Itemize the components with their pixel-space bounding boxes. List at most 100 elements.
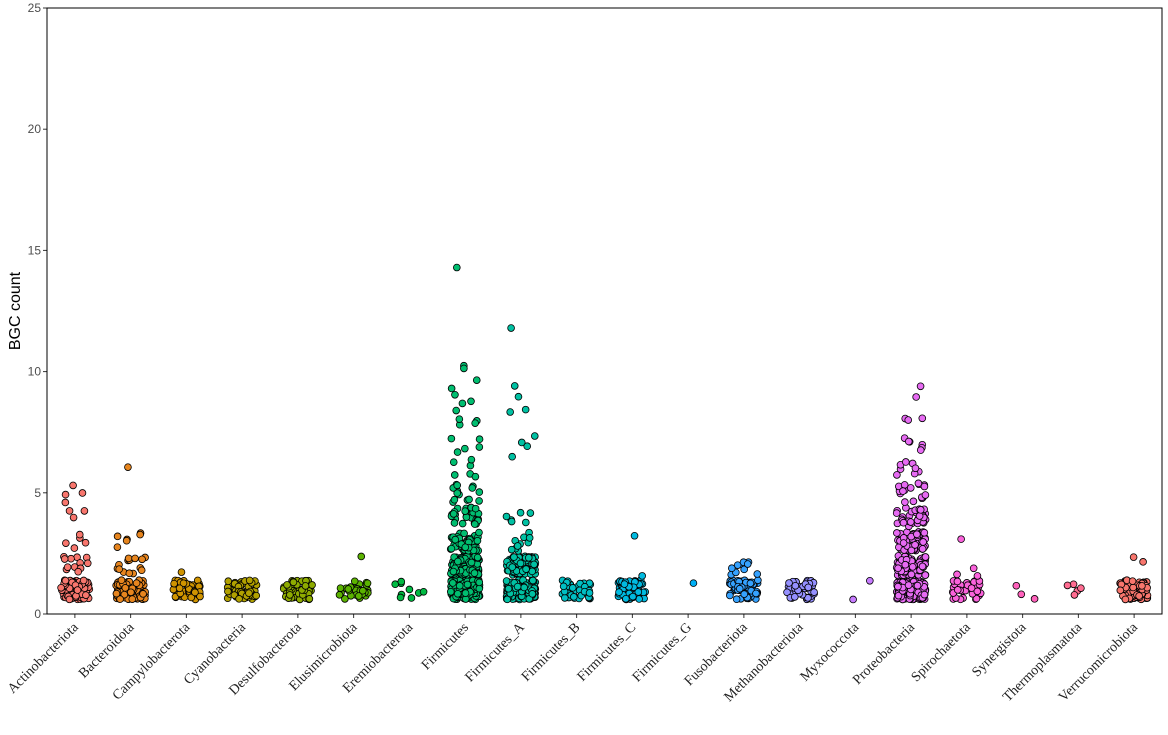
y-tick-label: 15 bbox=[28, 243, 42, 257]
x-tick-label: Actinobacteriota bbox=[5, 620, 82, 697]
data-point bbox=[1070, 591, 1079, 599]
data-point bbox=[467, 558, 476, 567]
data-point bbox=[419, 588, 428, 596]
series-Firmicutes_G bbox=[689, 579, 698, 587]
data-point bbox=[453, 481, 462, 490]
series-Desulfobacterota bbox=[279, 576, 316, 604]
data-point bbox=[473, 536, 482, 545]
data-point bbox=[139, 590, 147, 598]
data-point bbox=[521, 405, 530, 414]
series-Verrucomicrobiota bbox=[1116, 553, 1152, 604]
data-point bbox=[920, 482, 929, 491]
data-point bbox=[568, 584, 577, 592]
data-point bbox=[113, 543, 122, 551]
data-point bbox=[526, 509, 535, 517]
y-tick-label: 0 bbox=[34, 607, 41, 621]
data-point bbox=[740, 590, 749, 598]
data-point bbox=[522, 565, 530, 573]
data-point bbox=[449, 579, 457, 587]
data-point bbox=[529, 576, 537, 585]
x-tick-label: Firmicutes bbox=[419, 620, 472, 673]
data-point bbox=[455, 415, 464, 423]
data-point bbox=[804, 583, 813, 592]
data-point bbox=[521, 518, 530, 527]
series-Synergistota bbox=[1012, 581, 1039, 603]
series-Cyanobacteria bbox=[223, 576, 261, 603]
data-point bbox=[904, 581, 913, 589]
data-point bbox=[906, 518, 915, 526]
data-point bbox=[470, 569, 479, 577]
series-Fusobacteriota bbox=[725, 558, 762, 604]
data-point bbox=[899, 539, 908, 547]
data-point bbox=[475, 488, 484, 496]
data-point bbox=[125, 569, 134, 578]
data-point bbox=[634, 588, 643, 596]
data-point bbox=[620, 580, 629, 588]
data-point bbox=[65, 595, 74, 604]
data-point bbox=[463, 580, 472, 589]
data-point bbox=[112, 589, 121, 598]
y-tick-label: 5 bbox=[34, 486, 41, 500]
data-point bbox=[893, 471, 901, 479]
data-point bbox=[525, 534, 534, 542]
data-point bbox=[732, 595, 741, 604]
data-point bbox=[60, 555, 69, 563]
data-point bbox=[892, 509, 901, 517]
data-point bbox=[972, 594, 981, 603]
data-point bbox=[70, 544, 79, 552]
data-point bbox=[461, 589, 470, 597]
plot-panel-border bbox=[46, 7, 1163, 615]
data-point bbox=[67, 554, 75, 563]
data-point bbox=[475, 443, 484, 451]
data-point bbox=[301, 582, 310, 590]
data-point bbox=[1129, 553, 1138, 561]
data-point bbox=[728, 564, 736, 573]
data-point bbox=[455, 581, 464, 590]
data-point bbox=[235, 595, 243, 603]
data-point bbox=[196, 592, 204, 601]
data-point bbox=[460, 529, 468, 538]
data-point bbox=[187, 593, 196, 602]
data-point bbox=[115, 565, 123, 573]
data-point bbox=[514, 392, 523, 401]
series-Campylobacterota bbox=[169, 568, 204, 604]
data-point bbox=[305, 595, 314, 603]
data-point bbox=[517, 438, 526, 447]
data-point bbox=[913, 530, 921, 539]
data-point bbox=[447, 384, 456, 393]
data-point bbox=[82, 591, 90, 599]
data-point bbox=[504, 584, 513, 593]
data-point bbox=[866, 576, 874, 585]
data-point bbox=[973, 572, 982, 580]
data-point bbox=[735, 584, 744, 593]
data-points bbox=[57, 263, 1152, 604]
data-point bbox=[507, 517, 516, 526]
data-point bbox=[913, 581, 922, 590]
data-point bbox=[506, 408, 514, 416]
data-point bbox=[570, 593, 578, 601]
data-point bbox=[451, 535, 460, 544]
data-point bbox=[969, 564, 978, 573]
data-point bbox=[740, 565, 748, 574]
data-point bbox=[967, 584, 976, 592]
data-point bbox=[918, 545, 927, 553]
data-point bbox=[508, 452, 516, 461]
data-point bbox=[899, 518, 908, 527]
data-point bbox=[915, 512, 924, 520]
data-point bbox=[461, 543, 470, 552]
data-point bbox=[128, 595, 137, 603]
data-point bbox=[912, 393, 920, 401]
data-point bbox=[530, 432, 539, 440]
data-point bbox=[622, 594, 630, 603]
data-point bbox=[65, 507, 74, 515]
data-point bbox=[1063, 581, 1072, 590]
data-point bbox=[473, 553, 482, 562]
data-point bbox=[113, 532, 122, 541]
data-point bbox=[502, 512, 511, 521]
data-point bbox=[224, 587, 232, 596]
x-tick-label: Firmicutes_A bbox=[463, 620, 529, 686]
data-point bbox=[753, 570, 762, 578]
x-tick-label: Synergistota bbox=[970, 620, 1030, 680]
data-point bbox=[911, 541, 919, 549]
data-point bbox=[79, 576, 88, 585]
